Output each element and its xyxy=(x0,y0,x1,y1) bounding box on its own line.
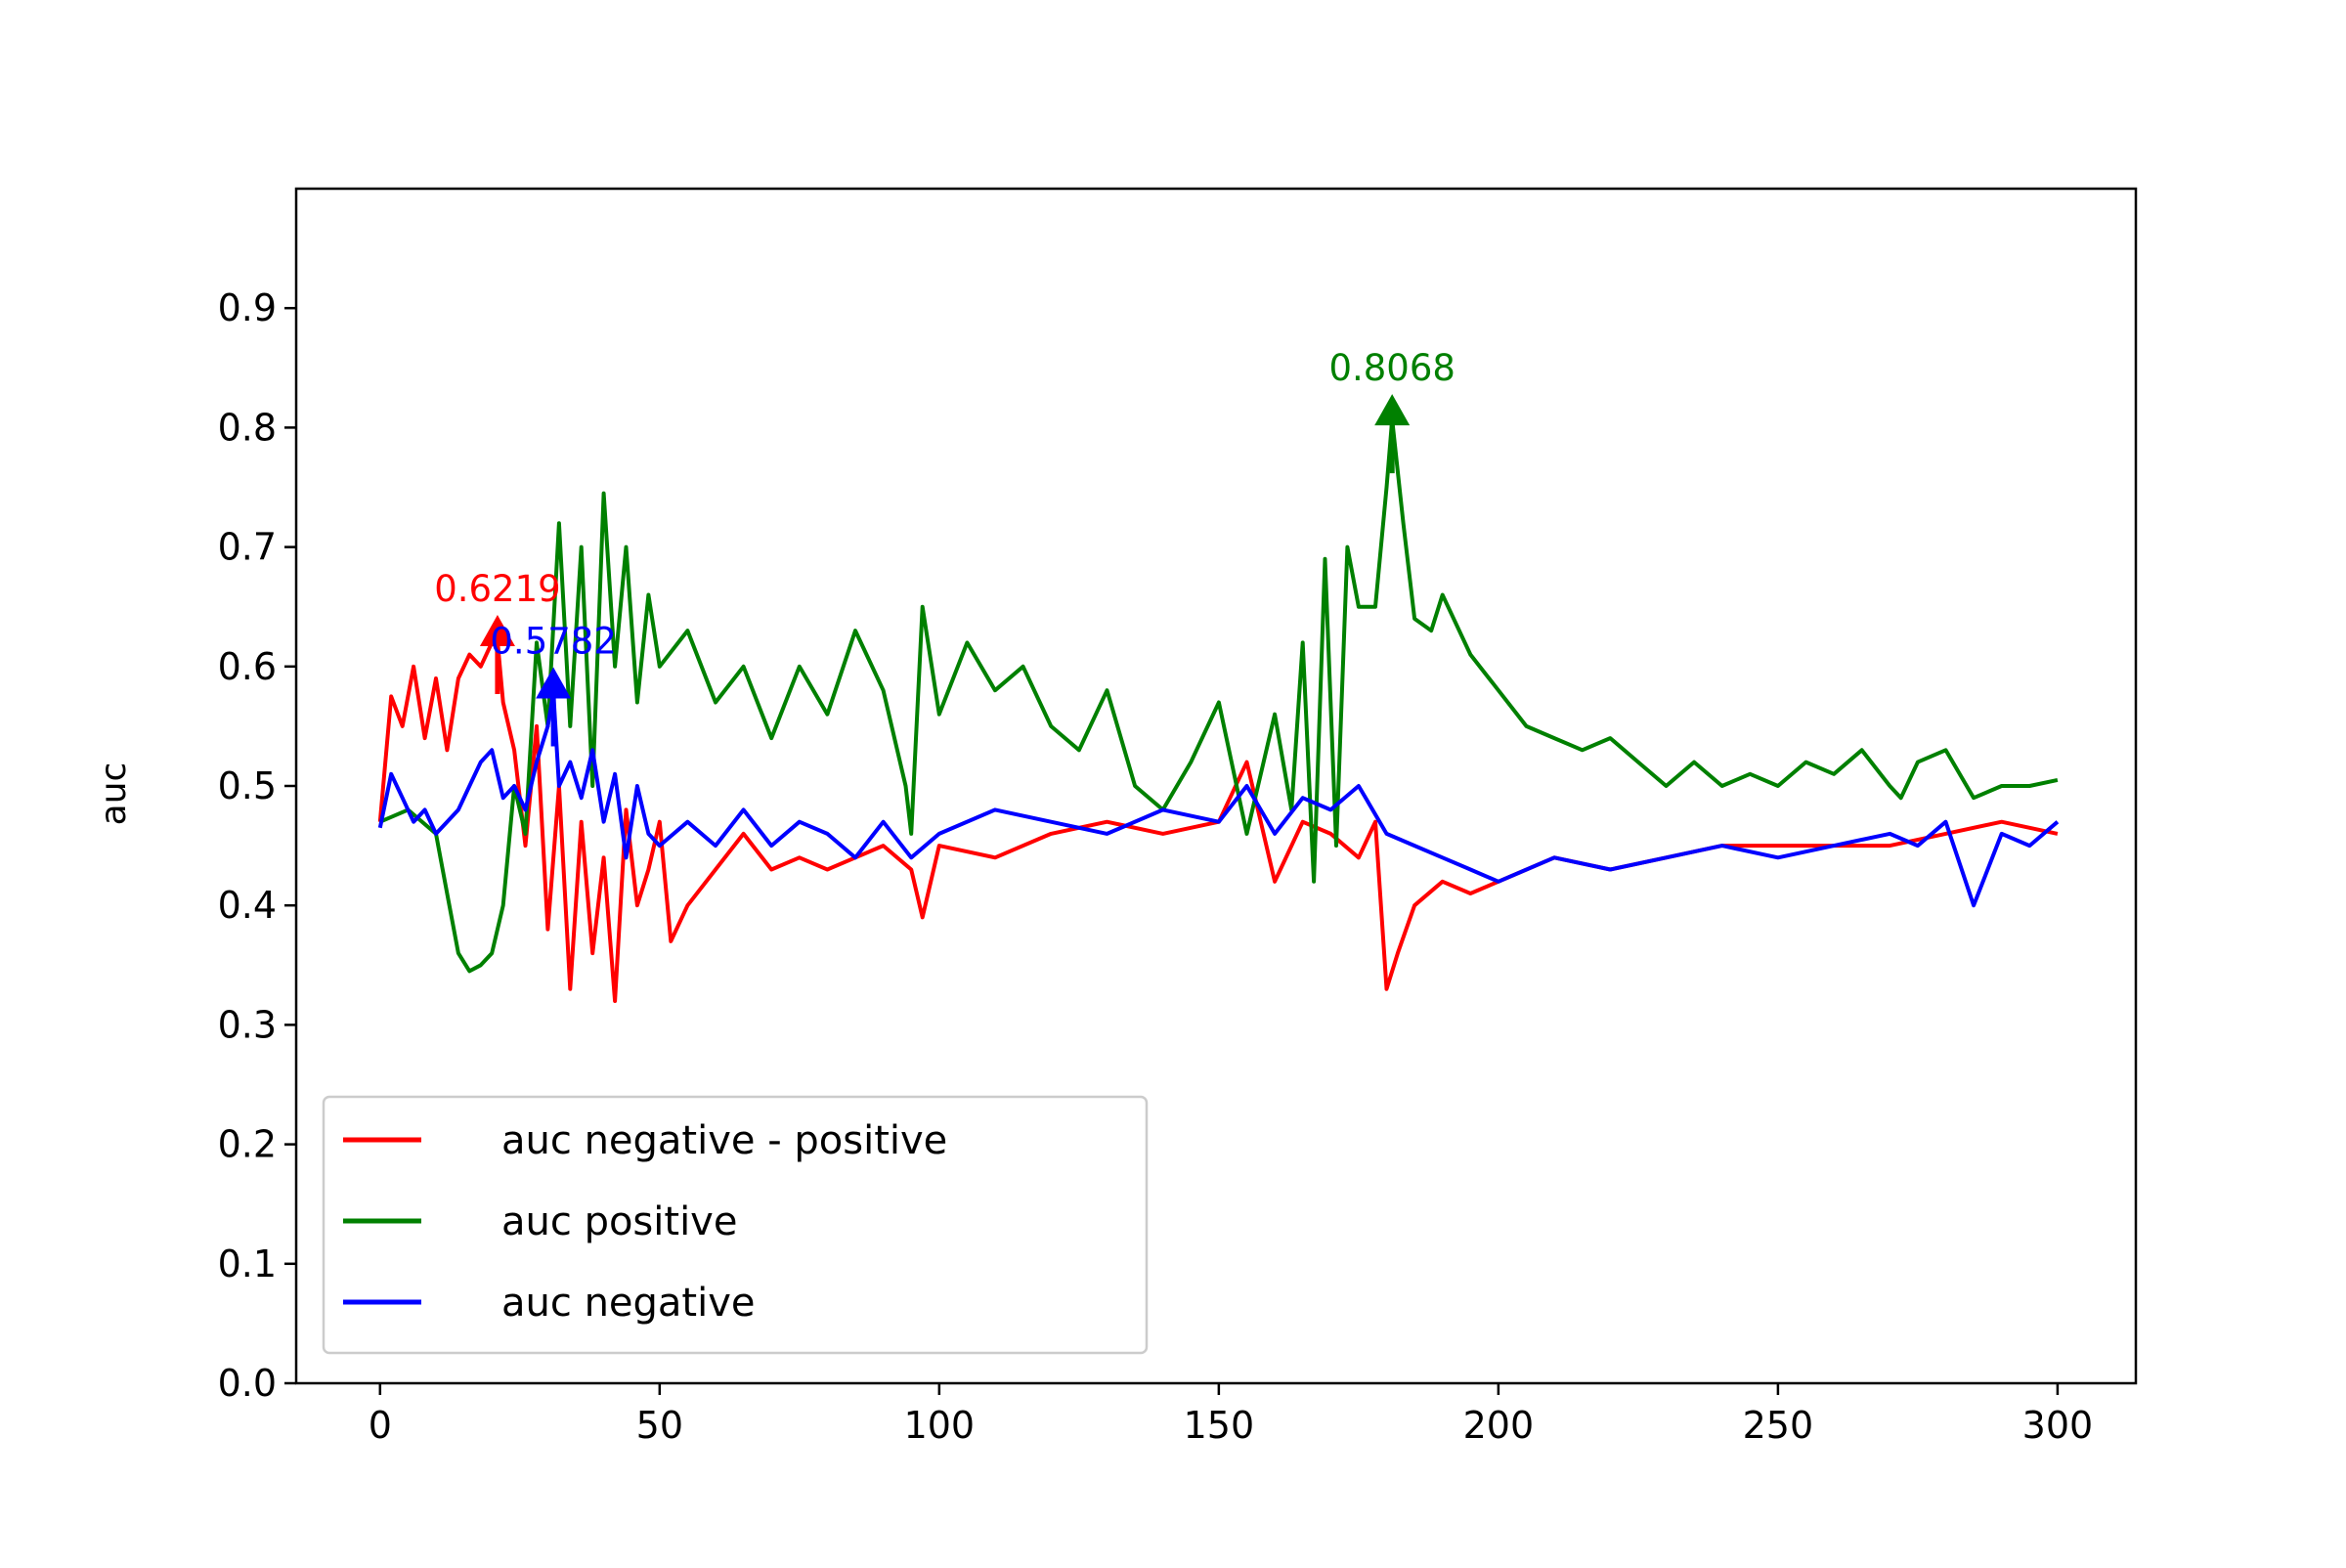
annotation-arrow-head xyxy=(1374,394,1411,426)
legend-label: auc negative xyxy=(501,1281,756,1326)
legend-box xyxy=(322,1095,1149,1355)
annotation-1: 0.6219 xyxy=(434,568,561,695)
annotation-layer: 0.6219 0.5782 0.8068 xyxy=(434,347,1455,747)
y-tick-label: 0.3 xyxy=(218,1003,277,1046)
y-axis-label: auc xyxy=(94,762,134,826)
x-tick-label: 0 xyxy=(369,1404,392,1447)
y-tick-label: 0.7 xyxy=(218,526,277,569)
y-tick-label: 0.4 xyxy=(218,884,277,927)
legend-item-3: auc negative xyxy=(343,1281,756,1326)
y-tick-label: 0.9 xyxy=(218,286,277,329)
x-tick-label: 150 xyxy=(1184,1404,1255,1447)
annotation-label: 0.6219 xyxy=(434,568,560,610)
series-line-2 xyxy=(379,417,2059,974)
annotation-arrow-head xyxy=(536,667,572,699)
x-tick-label: 300 xyxy=(2022,1404,2094,1447)
y-tick-label: 0.8 xyxy=(218,406,277,449)
legend-label: auc positive xyxy=(501,1199,737,1244)
x-tick-label: 250 xyxy=(1743,1404,1814,1447)
x-tick-label: 100 xyxy=(904,1404,976,1447)
legend-label: auc negative - positive xyxy=(501,1118,947,1163)
annotation-label: 0.8068 xyxy=(1328,347,1455,389)
y-tick-label: 0.6 xyxy=(218,645,277,688)
y-tick-label: 0.0 xyxy=(218,1362,277,1405)
annotation-arrow-head xyxy=(479,615,515,647)
axes-layer: 0 50 100 150 200 250 300 0.0 0.1 0.2 0.3 0.4 0.5 0.6 0… xyxy=(218,187,2138,1447)
y-tick-label: 0.1 xyxy=(218,1242,277,1285)
annotation-label: 0.5782 xyxy=(490,620,616,662)
annotation-2: 0.5782 xyxy=(490,620,617,747)
legend: auc negative - positive auc positive auc n… xyxy=(322,1095,1149,1355)
annotation-3: 0.8068 xyxy=(1328,347,1455,474)
x-tick-label: 200 xyxy=(1463,1404,1535,1447)
y-tick-label: 0.5 xyxy=(218,764,277,807)
legend-item-2: auc positive xyxy=(343,1199,737,1244)
y-tick-label: 0.2 xyxy=(218,1123,277,1166)
series-line-3 xyxy=(377,690,2060,908)
x-tick-label: 50 xyxy=(636,1404,683,1447)
legend-item-1: auc negative - positive xyxy=(343,1118,947,1163)
